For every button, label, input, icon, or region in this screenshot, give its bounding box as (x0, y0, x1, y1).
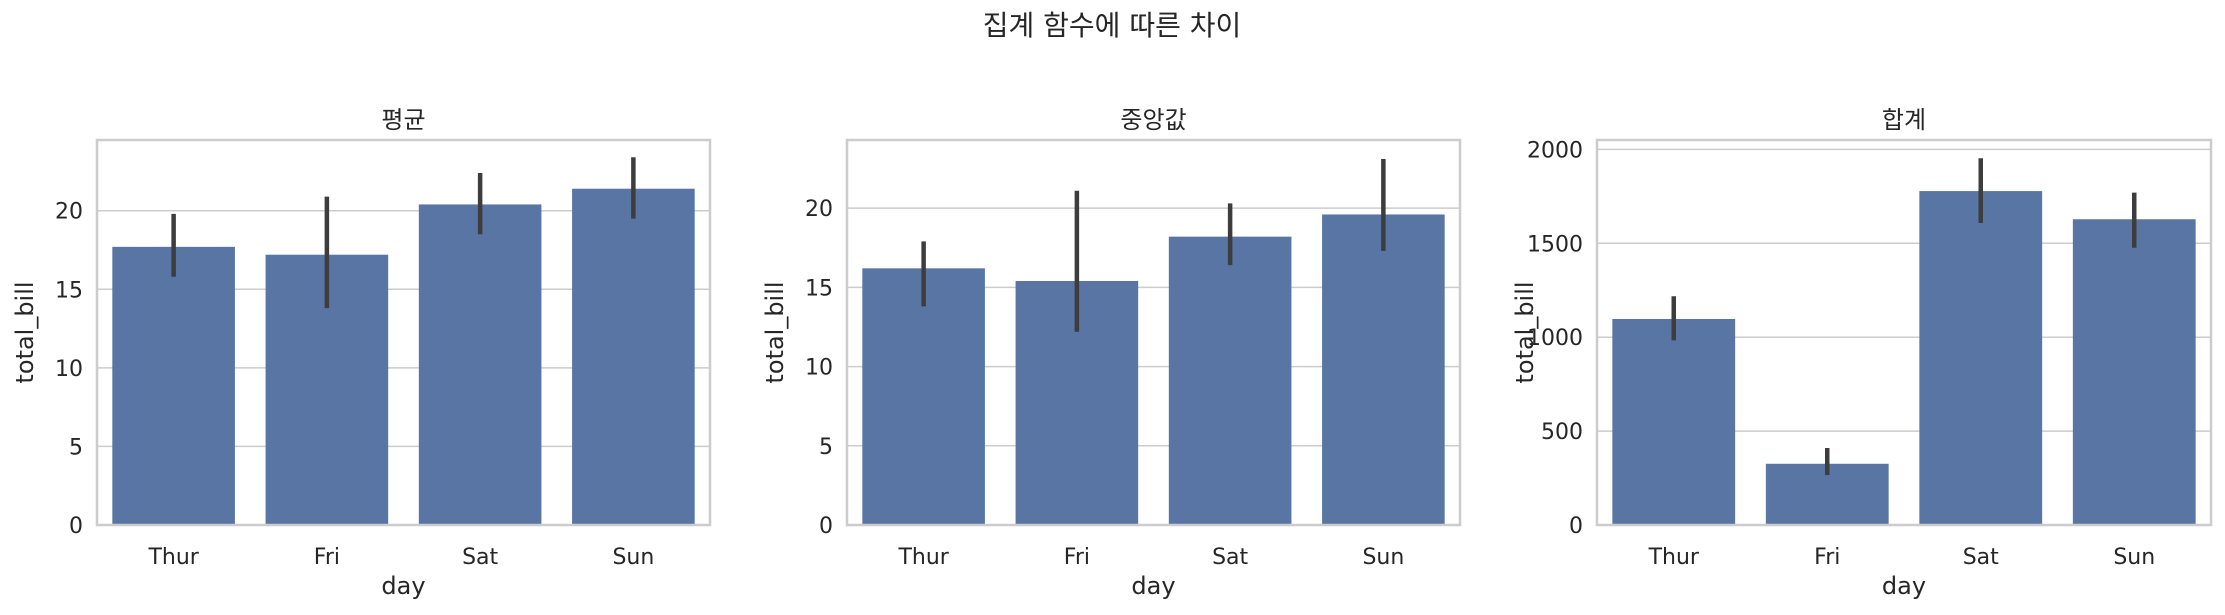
y-tick-label: 0 (69, 514, 83, 539)
bar-thur (862, 268, 985, 525)
bar-sun (2072, 219, 2196, 525)
bar-thur (1612, 318, 1736, 525)
bar-sun (572, 188, 695, 525)
y-tick-label: 1500 (1527, 232, 1583, 257)
panel-title: 평균 (381, 106, 425, 134)
y-tick-label: 0 (1569, 514, 1583, 539)
x-tick-label: Fri (314, 545, 340, 570)
x-tick-label: Fri (1064, 545, 1090, 570)
y-tick-label: 20 (805, 197, 833, 222)
x-axis-label: day (381, 572, 425, 600)
panel-title: 합계 (1882, 106, 1926, 134)
bar-sun (1322, 214, 1445, 525)
bar-sat (418, 204, 542, 525)
axes-frame (95, 138, 712, 527)
y-tick-label: 5 (819, 435, 833, 460)
y-tick-label: 10 (805, 356, 833, 381)
bar-sat (1919, 191, 2043, 525)
x-axis-label: day (1882, 572, 1926, 600)
y-tick-label: 2000 (1527, 138, 1583, 163)
axes-frame (1595, 138, 2213, 527)
bar-thur (112, 246, 235, 525)
panel-title: 중앙값 (1120, 106, 1186, 134)
bar-sat (1168, 236, 1292, 525)
x-tick-label: Sat (1963, 545, 1999, 570)
y-tick-label: 10 (55, 357, 83, 382)
y-tick-label: 5 (69, 435, 83, 460)
axes-frame (845, 138, 1462, 527)
x-tick-label: Sun (612, 545, 654, 570)
x-axis-label: day (1131, 572, 1175, 600)
figure-suptitle: 집계 함수에 따른 차이 (983, 9, 1242, 42)
y-tick-label: 1000 (1527, 326, 1583, 351)
y-tick-label: 20 (55, 200, 83, 225)
x-tick-label: Sun (2113, 545, 2155, 570)
x-tick-label: Sun (1362, 545, 1404, 570)
x-tick-label: Thur (1648, 545, 1700, 570)
y-tick-label: 500 (1541, 420, 1583, 445)
y-axis-label: total_bill (11, 281, 39, 383)
y-axis-label: total_bill (761, 281, 789, 383)
y-axis-label: total_bill (1511, 281, 1539, 383)
x-tick-label: Thur (897, 545, 949, 570)
x-tick-label: Sat (1212, 545, 1248, 570)
x-tick-label: Sat (462, 545, 498, 570)
y-tick-label: 0 (819, 514, 833, 539)
x-tick-label: Fri (1814, 545, 1840, 570)
x-tick-label: Thur (147, 545, 199, 570)
y-tick-label: 15 (55, 278, 83, 303)
y-tick-label: 15 (805, 276, 833, 301)
